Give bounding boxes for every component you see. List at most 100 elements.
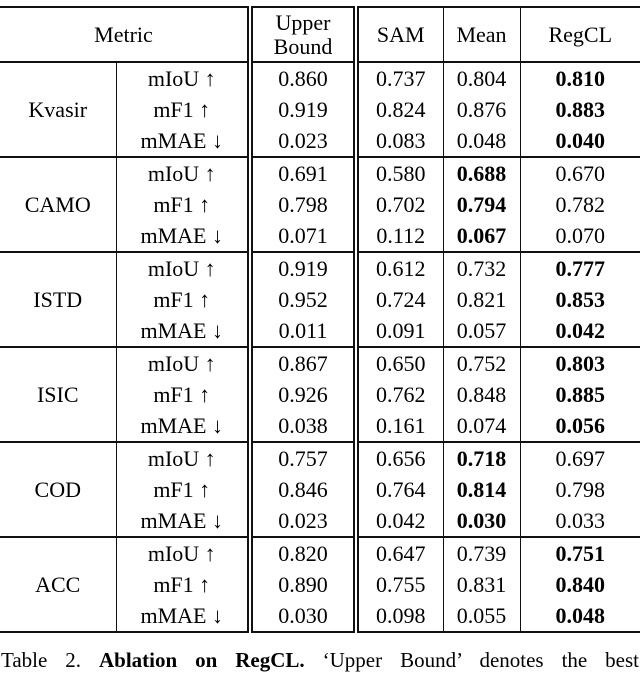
value-cell: 0.067 bbox=[443, 220, 521, 252]
dataset-label: COD bbox=[0, 441, 117, 537]
value-cell: 0.782 bbox=[555, 192, 606, 217]
value-cell: 0.755 bbox=[356, 569, 444, 600]
column-header-regcl: RegCL bbox=[520, 6, 640, 63]
column-header-sam: SAM bbox=[356, 6, 444, 63]
value-cell: 0.161 bbox=[356, 410, 444, 442]
value-cell: 0.040 bbox=[555, 128, 606, 153]
value-cell: 0.612 bbox=[356, 251, 444, 284]
value-cell: 0.814 bbox=[443, 474, 521, 505]
value-cell: 0.860 bbox=[250, 61, 359, 94]
value-cell: 0.794 bbox=[443, 189, 521, 220]
metric-label: mF1 ↑ bbox=[116, 284, 253, 315]
value-cell: 0.057 bbox=[443, 315, 521, 347]
table-row: CAMO mIoU ↑ 0.691 0.580 0.688 0.670 bbox=[0, 156, 640, 252]
value-cell: 0.757 bbox=[250, 441, 359, 474]
value-cell: 0.820 bbox=[250, 536, 359, 569]
caption-text: ‘Upper Bound’ denotes the best bbox=[322, 648, 639, 672]
value-cell: 0.848 bbox=[443, 379, 521, 410]
value-cell: 0.112 bbox=[356, 220, 444, 252]
value-cell: 0.751 bbox=[520, 536, 640, 569]
column-header-metric: Metric bbox=[0, 6, 253, 63]
value-cell: 0.070 bbox=[555, 223, 606, 248]
header-row: Metric Upper Bound SAM Mean RegCL bbox=[0, 6, 640, 63]
value-cell: 0.083 bbox=[356, 125, 444, 157]
value-cell: 0.737 bbox=[356, 61, 444, 94]
table-row: mF1 ↑ 0.846 0.764 0.814 0.798 bbox=[0, 474, 640, 505]
value-cell: 0.846 bbox=[250, 474, 359, 505]
value-cell: 0.732 bbox=[443, 251, 521, 284]
value-cell: 0.048 bbox=[555, 603, 606, 628]
dataset-label: ISIC bbox=[0, 346, 117, 442]
value-cell: 0.803 bbox=[520, 346, 640, 379]
value-cell: 0.777 bbox=[520, 251, 640, 284]
value-cell: 0.056 bbox=[555, 413, 606, 438]
caption-number: Table 2. bbox=[1, 648, 82, 672]
table-row: mMAE ↓ 0.023 0.083 0.048 0.040 bbox=[0, 125, 640, 157]
value-cell: 0.650 bbox=[356, 346, 444, 379]
value-cell: 0.688 bbox=[443, 156, 521, 189]
table-row: ISIC mIoU ↑ 0.867 0.650 0.752 0.803 bbox=[0, 346, 640, 442]
metric-label: mIoU ↑ bbox=[116, 61, 253, 94]
value-cell: 0.824 bbox=[356, 94, 444, 125]
value-cell: 0.055 bbox=[443, 600, 521, 632]
dataset-label: CAMO bbox=[0, 156, 117, 252]
column-header-mean: Mean bbox=[443, 6, 521, 63]
value-cell: 0.071 bbox=[250, 220, 359, 252]
value-cell: 0.647 bbox=[356, 536, 444, 569]
value-cell: 0.919 bbox=[250, 94, 359, 125]
value-cell: 0.048 bbox=[443, 125, 521, 157]
metric-label: mIoU ↑ bbox=[116, 251, 253, 284]
value-cell: 0.074 bbox=[443, 410, 521, 442]
table-row: mMAE ↓ 0.071 0.112 0.067 0.070 bbox=[0, 220, 640, 252]
metric-label: mMAE ↓ bbox=[116, 410, 253, 442]
metric-label: mIoU ↑ bbox=[116, 346, 253, 379]
metric-label: mMAE ↓ bbox=[116, 505, 253, 537]
metric-label: mF1 ↑ bbox=[116, 189, 253, 220]
value-cell: 0.023 bbox=[250, 125, 359, 157]
value-cell: 0.810 bbox=[520, 61, 640, 94]
value-cell: 0.883 bbox=[555, 97, 606, 122]
value-cell: 0.764 bbox=[356, 474, 444, 505]
value-cell: 0.697 bbox=[520, 441, 640, 474]
metric-label: mMAE ↓ bbox=[116, 315, 253, 347]
value-cell: 0.580 bbox=[356, 156, 444, 189]
dataset-label: Kvasir bbox=[0, 61, 117, 157]
value-cell: 0.876 bbox=[443, 94, 521, 125]
metric-label: mF1 ↑ bbox=[116, 474, 253, 505]
dataset-label: ISTD bbox=[0, 251, 117, 347]
value-cell: 0.023 bbox=[250, 505, 359, 537]
value-cell: 0.762 bbox=[356, 379, 444, 410]
value-cell: 0.030 bbox=[250, 600, 359, 632]
value-cell: 0.885 bbox=[555, 382, 606, 407]
table-row: COD mIoU ↑ 0.757 0.656 0.718 0.697 bbox=[0, 441, 640, 537]
value-cell: 0.798 bbox=[555, 477, 606, 502]
table-row: ACC mIoU ↑ 0.820 0.647 0.739 0.751 bbox=[0, 536, 640, 632]
metric-label: mF1 ↑ bbox=[116, 379, 253, 410]
value-cell: 0.702 bbox=[356, 189, 444, 220]
table-row: mMAE ↓ 0.011 0.091 0.057 0.042 bbox=[0, 315, 640, 347]
metric-label: mIoU ↑ bbox=[116, 536, 253, 569]
table-row: mMAE ↓ 0.038 0.161 0.074 0.056 bbox=[0, 410, 640, 442]
value-cell: 0.670 bbox=[520, 156, 640, 189]
table-row: mF1 ↑ 0.798 0.702 0.794 0.782 bbox=[0, 189, 640, 220]
metric-label: mF1 ↑ bbox=[116, 94, 253, 125]
metric-label: mMAE ↓ bbox=[116, 220, 253, 252]
value-cell: 0.718 bbox=[443, 441, 521, 474]
value-cell: 0.011 bbox=[250, 315, 359, 347]
table-row: mF1 ↑ 0.926 0.762 0.848 0.885 bbox=[0, 379, 640, 410]
results-table: Metric Upper Bound SAM Mean RegCL Kvasir… bbox=[0, 6, 640, 633]
table-row: mMAE ↓ 0.023 0.042 0.030 0.033 bbox=[0, 505, 640, 537]
value-cell: 0.033 bbox=[555, 508, 606, 533]
value-cell: 0.752 bbox=[443, 346, 521, 379]
metric-label: mMAE ↓ bbox=[116, 125, 253, 157]
table-row: ISTD mIoU ↑ 0.919 0.612 0.732 0.777 bbox=[0, 251, 640, 347]
value-cell: 0.042 bbox=[356, 505, 444, 537]
table-row: Kvasir mIoU ↑ 0.860 0.737 0.804 0.810 bbox=[0, 61, 640, 157]
value-cell: 0.091 bbox=[356, 315, 444, 347]
value-cell: 0.656 bbox=[356, 441, 444, 474]
value-cell: 0.030 bbox=[443, 505, 521, 537]
dataset-label: ACC bbox=[0, 536, 117, 632]
metric-label: mIoU ↑ bbox=[116, 441, 253, 474]
value-cell: 0.840 bbox=[555, 572, 606, 597]
value-cell: 0.919 bbox=[250, 251, 359, 284]
